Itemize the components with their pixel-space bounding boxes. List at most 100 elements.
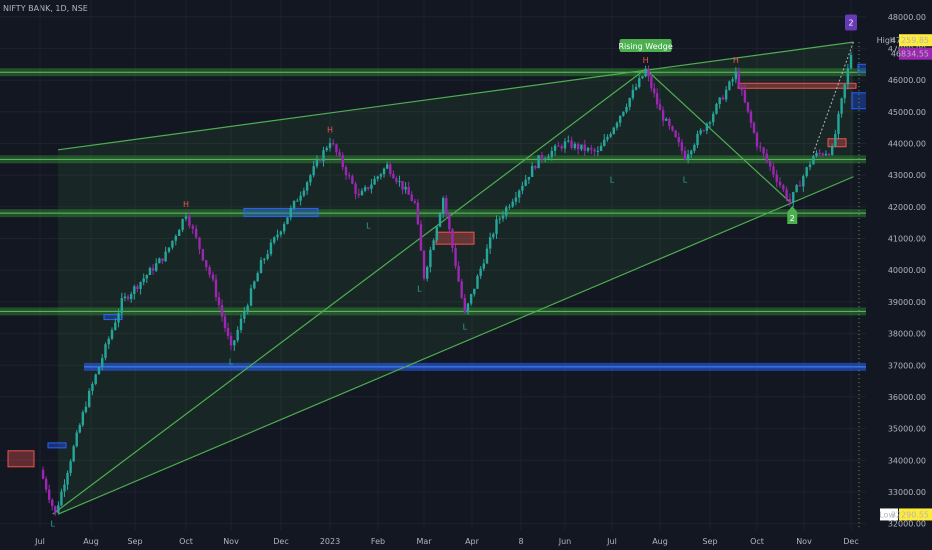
candle-body xyxy=(671,126,674,131)
time-axis-tick: 2023 xyxy=(320,537,340,546)
box-blue xyxy=(47,442,67,449)
candle-body xyxy=(715,103,718,114)
candle-body xyxy=(843,84,846,99)
time-axis-tick: Oct xyxy=(750,537,764,546)
candle-body xyxy=(705,123,709,131)
time-axis-tick: Oct xyxy=(179,537,193,546)
candle-body xyxy=(54,506,57,513)
candle-body xyxy=(249,288,253,306)
price-axis-tick: 41000.00 xyxy=(888,235,926,244)
candle-body xyxy=(401,181,404,190)
candle-body xyxy=(463,297,466,313)
candle-body xyxy=(615,122,619,128)
time-axis-tick: Nov xyxy=(796,537,812,546)
price-axis-tick: 40000.00 xyxy=(888,266,926,275)
candle-body xyxy=(328,143,332,148)
candle-body xyxy=(782,185,785,190)
candle-body xyxy=(398,181,401,183)
price-axis-tick: 42000.00 xyxy=(888,203,926,212)
candle-body xyxy=(223,316,227,328)
candle-body xyxy=(824,153,828,156)
time-axis-tick: Jun xyxy=(558,537,572,546)
candle-body xyxy=(482,263,486,269)
candle-body xyxy=(665,118,668,121)
candle-body xyxy=(319,159,322,162)
candle-body xyxy=(755,132,759,147)
price-axis-tick: 33000.00 xyxy=(888,488,926,497)
candle-body xyxy=(612,127,615,134)
wedge-upper-line xyxy=(57,41,854,151)
candle-body xyxy=(498,218,501,220)
candle-body xyxy=(142,278,145,283)
candle-body xyxy=(840,98,843,114)
candle-body xyxy=(296,200,299,202)
candle-body xyxy=(731,79,734,82)
candle-body xyxy=(693,145,696,151)
candle-body xyxy=(740,87,744,91)
candle-body xyxy=(696,133,699,146)
candle-body xyxy=(432,240,435,250)
candle-body xyxy=(422,250,426,279)
candle-body xyxy=(492,234,495,238)
candle-body xyxy=(292,200,296,209)
price-axis-tick: 34000.00 xyxy=(888,456,926,465)
price-axis-tick: 43000.00 xyxy=(888,171,926,180)
candle-body xyxy=(495,219,498,235)
candle-body xyxy=(217,297,221,306)
candle-body xyxy=(302,190,306,196)
candle-body xyxy=(139,282,142,289)
candle-body xyxy=(110,329,114,339)
candle-body xyxy=(699,130,702,134)
candle-body xyxy=(573,143,577,149)
candle-body xyxy=(367,187,370,189)
candle-body xyxy=(332,143,335,145)
pivot-label: L xyxy=(51,519,56,528)
candle-body xyxy=(734,71,738,80)
candle-body xyxy=(191,225,194,229)
price-axis-tick: 32000.00 xyxy=(888,520,926,529)
candle-body xyxy=(322,150,325,162)
time-axis-tick: Sep xyxy=(702,537,717,546)
time-axis-tick: Mar xyxy=(416,537,432,546)
candle-body xyxy=(410,194,413,202)
candle-body xyxy=(606,136,609,140)
low-tag-label: Low xyxy=(879,510,895,519)
candle-body xyxy=(537,155,540,169)
candle-body xyxy=(445,198,448,215)
candle-body xyxy=(775,174,778,182)
candle-body xyxy=(78,425,81,433)
time-axis-tick: Sep xyxy=(127,537,142,546)
candle-body xyxy=(846,68,850,85)
candle-body xyxy=(174,235,177,241)
wedge-area xyxy=(58,42,854,515)
price-axis-bg xyxy=(866,0,932,550)
last-price-tag-bg xyxy=(899,47,932,60)
candle-body xyxy=(752,122,756,133)
candle-body xyxy=(505,207,508,216)
wedge-lower-line xyxy=(57,176,854,515)
candle-body xyxy=(164,251,167,262)
pivot-label: L xyxy=(229,358,234,367)
candle-body xyxy=(641,76,644,79)
candle-body xyxy=(226,327,230,336)
candle-body xyxy=(69,461,72,473)
candle-body xyxy=(473,288,476,295)
candle-body xyxy=(718,97,721,104)
candle-body xyxy=(123,296,127,299)
candle-body xyxy=(792,191,795,203)
candle-body xyxy=(341,155,344,168)
candle-body xyxy=(728,81,731,90)
candle-body xyxy=(379,174,383,177)
candle-body xyxy=(677,137,680,143)
pattern-label: Rising Wedge xyxy=(618,42,672,51)
candle-body xyxy=(354,183,357,194)
candle-body xyxy=(746,102,750,112)
candle-body xyxy=(41,469,45,479)
candle-body xyxy=(344,167,348,176)
pivot-label: L xyxy=(366,221,371,230)
candle-body xyxy=(466,303,470,313)
candle-body xyxy=(650,76,653,89)
candle-body xyxy=(596,150,600,152)
candle-body xyxy=(389,164,392,174)
